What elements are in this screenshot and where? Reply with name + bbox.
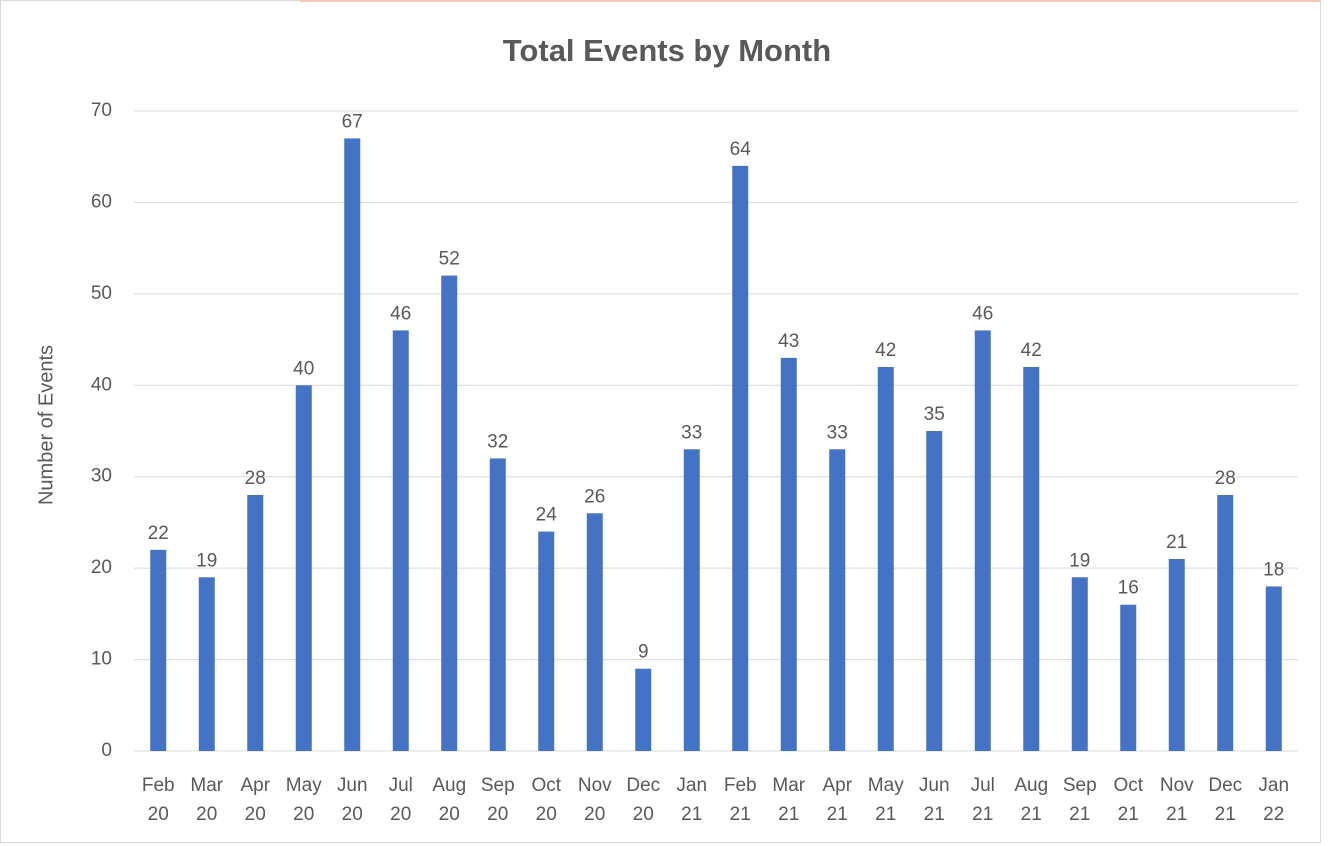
data-label: 18 [1263,559,1284,580]
data-label: 42 [875,340,896,361]
bar [150,549,167,751]
x-tick-label: Mar 21 [772,775,806,825]
x-tick-label: Mar 20 [190,775,224,825]
data-label: 52 [439,249,460,270]
x-tick-label: Feb 21 [723,775,757,825]
x-tick-label: Feb 20 [141,775,175,825]
y-axis-label: Number of Events [35,345,57,505]
data-label: 33 [827,422,848,443]
x-tick-label: Nov 21 [1159,775,1194,825]
x-tick-label: Apr 20 [240,775,271,825]
data-label: 40 [293,358,314,379]
data-label: 35 [924,404,945,425]
bar [926,431,943,751]
y-tick-label: 10 [91,649,112,670]
bar [635,668,652,751]
x-tick-label: Sep 20 [480,775,515,825]
data-label: 26 [584,486,605,507]
x-tick-label: May 21 [867,775,904,825]
bar [877,367,894,751]
x-tick-label: Nov 20 [577,775,612,825]
bar [586,513,603,751]
x-tick-label: Aug 21 [1014,775,1049,825]
y-tick-label: 20 [91,557,112,578]
bar [295,385,312,751]
bar [683,449,700,751]
data-label: 67 [342,111,363,132]
x-tick-label: Dec 20 [626,775,661,825]
data-label: 21 [1166,532,1187,553]
x-tick-label: Dec 21 [1208,775,1243,825]
x-tick-label: Jun 20 [336,775,368,825]
x-tick-label: Oct 20 [531,775,562,825]
bar [829,449,846,751]
y-tick-label: 40 [91,374,112,395]
bar [489,458,506,751]
bar [538,531,555,751]
data-label: 22 [148,523,169,544]
bar [1071,577,1088,751]
bar [344,138,361,751]
data-label: 42 [1021,340,1042,361]
bar [441,275,458,751]
bar [392,330,409,751]
x-tick-label: Jan 21 [676,775,708,825]
data-label: 24 [536,505,558,526]
data-label: 46 [390,303,411,324]
x-tick-label: May 20 [285,775,322,825]
x-tick-label: Sep 21 [1062,775,1097,825]
data-label: 19 [1069,550,1090,571]
y-tick-label: 0 [101,740,112,761]
bar [1217,495,1234,751]
data-label: 16 [1118,578,1139,599]
bar [198,577,215,751]
x-tick-label: Jul 20 [388,775,413,825]
bar [780,357,797,751]
y-tick-label: 50 [91,283,112,304]
x-tick-label: Jul 21 [970,775,995,825]
bar [1265,586,1282,751]
data-label: 46 [972,303,993,324]
x-tick-label: Aug 20 [432,775,467,825]
x-tick-label: Apr 21 [822,775,853,825]
bar [1023,367,1040,751]
bar [732,165,749,751]
data-label: 19 [196,550,217,571]
chart-title: Total Events by Month [503,33,831,68]
bar [1120,604,1137,751]
data-label: 64 [730,139,752,160]
y-tick-label: 30 [91,466,112,487]
x-tick-label: Jun 21 [918,775,950,825]
y-tick-label: 70 [91,100,112,121]
data-label: 9 [638,642,649,663]
data-label: 28 [1215,468,1236,489]
data-label: 43 [778,331,799,352]
bar [247,495,264,751]
data-label: 28 [245,468,266,489]
bar [1168,559,1185,751]
bar [974,330,991,751]
x-tick-label: Jan 22 [1258,775,1290,825]
y-tick-label: 60 [91,191,112,212]
x-tick-label: Oct 21 [1113,775,1144,825]
data-label: 33 [681,422,702,443]
data-label: 32 [487,431,508,452]
